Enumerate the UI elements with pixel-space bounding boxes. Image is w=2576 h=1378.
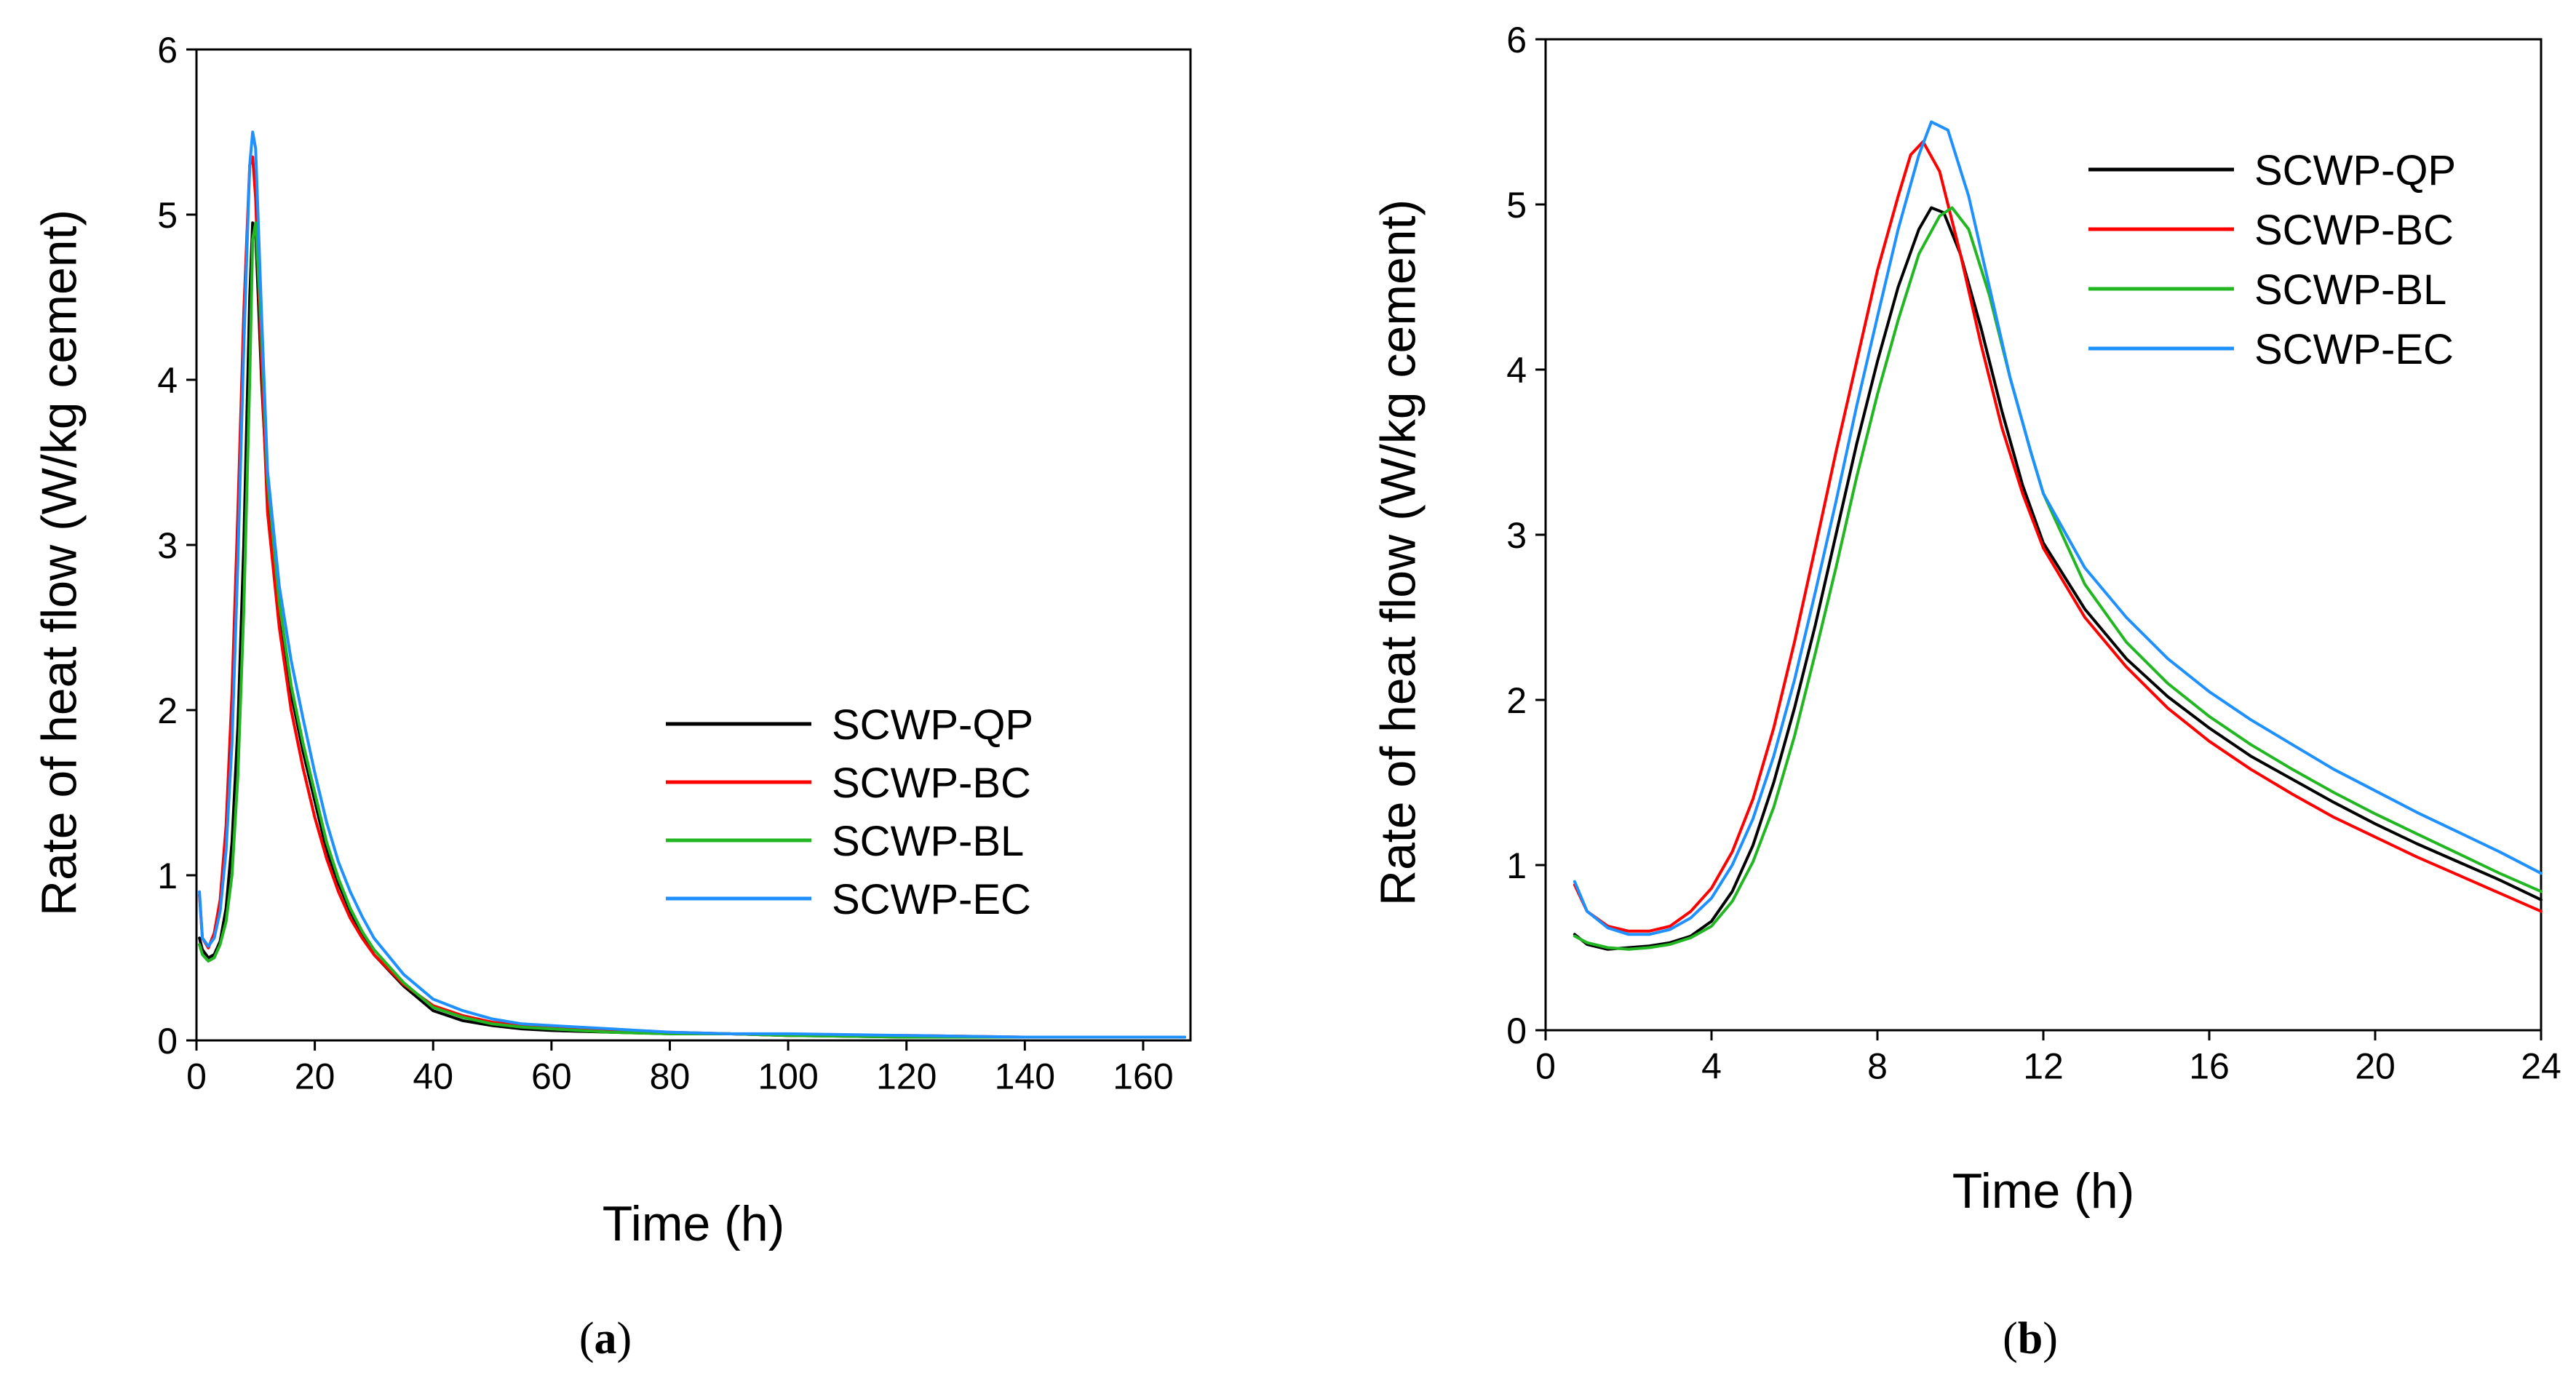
x-tick-label: 100 — [758, 1056, 818, 1097]
x-tick-label: 120 — [876, 1056, 937, 1097]
x-tick-label: 80 — [650, 1056, 691, 1097]
y-tick-label: 0 — [1506, 1011, 1527, 1051]
y-tick-label: 4 — [1506, 350, 1527, 391]
x-tick-label: 12 — [2023, 1046, 2064, 1087]
legend-label-scwp-bc: SCWP-BC — [2254, 207, 2454, 254]
x-tick-label: 160 — [1113, 1056, 1173, 1097]
legend-label-scwp-qp: SCWP-QP — [2254, 147, 2456, 194]
y-axis-label: Rate of heat flow (W/kg cement) — [1370, 199, 1426, 906]
legend-label-scwp-bl: SCWP-BL — [2254, 266, 2446, 314]
x-axis-label: Time (h) — [1952, 1163, 2135, 1219]
series-line-scwp-ec — [1573, 120, 2543, 936]
y-tick-label: 0 — [157, 1021, 178, 1062]
panel-caption: (b) — [2003, 1314, 2058, 1363]
y-tick-label: 6 — [1506, 20, 1527, 60]
series-line-scwp-bc — [1573, 140, 2543, 933]
x-tick-label: 40 — [413, 1056, 453, 1097]
x-tick-label: 20 — [2355, 1046, 2396, 1087]
y-tick-label: 2 — [1506, 680, 1527, 721]
legend-label-scwp-bl: SCWP-BL — [832, 818, 1024, 865]
y-tick-label: 3 — [1506, 515, 1527, 556]
series-line-scwp-qp — [198, 221, 1186, 1039]
x-tick-label: 0 — [1535, 1046, 1556, 1087]
y-tick-label: 2 — [157, 690, 178, 731]
y-tick-label: 1 — [1506, 845, 1527, 886]
panel-caption: (a) — [579, 1314, 632, 1363]
legend-label-scwp-qp: SCWP-QP — [832, 701, 1033, 749]
series-line-scwp-qp — [1573, 206, 2543, 951]
x-tick-label: 60 — [531, 1056, 572, 1097]
y-tick-label: 5 — [157, 195, 178, 236]
legend-label-scwp-bc: SCWP-BC — [832, 760, 1031, 807]
plot-frame — [195, 48, 1192, 1042]
x-tick-label: 0 — [186, 1056, 207, 1097]
x-tick-label: 4 — [1701, 1046, 1722, 1087]
x-tick-label: 8 — [1867, 1046, 1888, 1087]
y-tick-label: 6 — [157, 30, 178, 71]
x-tick-label: 16 — [2189, 1046, 2230, 1087]
x-axis-label: Time (h) — [603, 1196, 785, 1251]
series-line-scwp-bl — [1573, 206, 2543, 951]
y-tick-label: 4 — [157, 360, 178, 401]
x-tick-label: 24 — [2521, 1046, 2561, 1087]
y-axis-label: Rate of heat flow (W/kg cement) — [31, 210, 87, 916]
series-line-scwp-bl — [198, 221, 1186, 1039]
legend-label-scwp-ec: SCWP-EC — [832, 876, 1031, 923]
x-tick-label: 140 — [995, 1056, 1055, 1097]
series-line-scwp-ec — [198, 130, 1186, 1039]
y-tick-label: 5 — [1506, 185, 1527, 226]
y-tick-label: 1 — [157, 856, 178, 896]
y-tick-label: 3 — [157, 525, 178, 566]
x-tick-label: 20 — [295, 1056, 335, 1097]
legend-label-scwp-ec: SCWP-EC — [2254, 326, 2454, 373]
